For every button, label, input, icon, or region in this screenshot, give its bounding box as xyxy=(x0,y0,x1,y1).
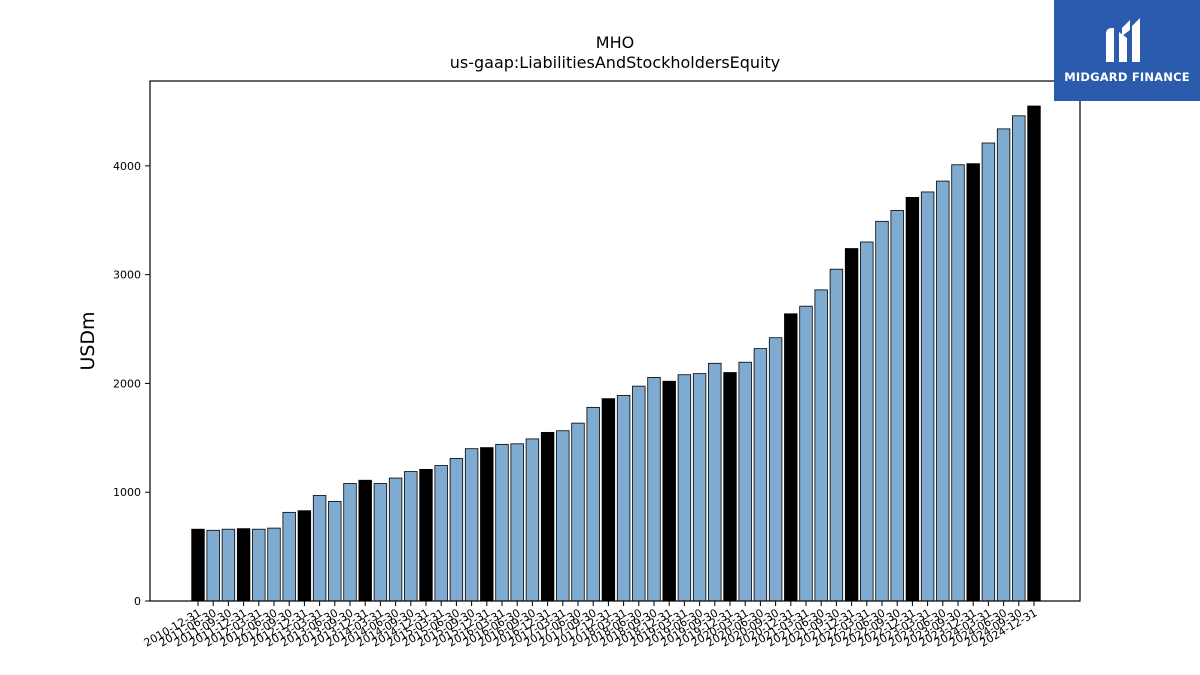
bar xyxy=(951,164,965,602)
bar xyxy=(556,430,570,602)
x-axis: 2010-12-312011-06-302011-09-302011-12-31… xyxy=(142,601,1040,650)
y-tick-label: 2000 xyxy=(113,377,141,390)
bar xyxy=(616,394,631,602)
bar xyxy=(875,220,889,602)
bar xyxy=(297,510,312,602)
bar xyxy=(586,406,600,602)
bar xyxy=(510,443,524,602)
bar xyxy=(480,447,494,602)
bar xyxy=(419,468,433,602)
bar xyxy=(1027,105,1041,602)
bar xyxy=(388,477,403,602)
midgard-logo-icon xyxy=(1106,18,1140,62)
bar xyxy=(221,528,236,602)
bar xyxy=(981,142,996,602)
bar xyxy=(404,471,418,602)
bar xyxy=(829,268,844,602)
bars-layer xyxy=(191,105,1041,602)
bar xyxy=(784,313,798,602)
bar xyxy=(236,528,251,602)
y-tick-label: 3000 xyxy=(113,269,141,282)
bar xyxy=(191,528,205,602)
bar xyxy=(206,529,220,602)
bar xyxy=(282,511,296,602)
bar xyxy=(312,495,327,602)
bar xyxy=(905,196,920,602)
plot-frame xyxy=(149,80,1081,602)
bar xyxy=(525,438,540,602)
bar xyxy=(571,422,585,602)
chart-title: MHO xyxy=(596,33,634,52)
bar xyxy=(601,398,616,602)
y-axis-label: USDm xyxy=(77,311,99,370)
bar xyxy=(267,527,281,602)
y-tick-label: 0 xyxy=(134,595,141,608)
bar xyxy=(768,337,783,602)
bar xyxy=(996,128,1011,602)
y-tick-label: 4000 xyxy=(113,160,141,173)
bar xyxy=(708,362,722,602)
bar xyxy=(449,458,464,602)
bar xyxy=(662,380,676,602)
bar xyxy=(677,374,692,602)
bar xyxy=(373,483,388,602)
bar xyxy=(343,483,357,602)
bar xyxy=(692,373,707,602)
bar xyxy=(920,191,935,602)
bar xyxy=(495,443,509,602)
midgard-finance-logo: MIDGARD FINANCE xyxy=(1054,0,1200,101)
bar xyxy=(723,372,737,602)
bar xyxy=(1012,115,1026,602)
bar xyxy=(464,448,479,602)
bar xyxy=(814,289,828,602)
bar xyxy=(252,528,266,602)
logo-text: MIDGARD FINANCE xyxy=(1064,70,1190,84)
bar xyxy=(328,501,342,602)
chart-subtitle: us-gaap:LiabilitiesAndStockholdersEquity xyxy=(450,53,781,72)
bar xyxy=(647,377,661,602)
y-tick-label: 1000 xyxy=(113,486,141,499)
bar xyxy=(844,248,859,602)
bar xyxy=(860,241,874,602)
bar xyxy=(738,361,752,602)
bar xyxy=(799,305,813,602)
y-axis: 0 1000 2000 3000 4000 xyxy=(113,160,150,608)
bar xyxy=(540,431,555,602)
bar xyxy=(966,163,980,602)
bar xyxy=(358,479,372,602)
bar xyxy=(753,348,768,602)
bar xyxy=(632,385,646,602)
bar xyxy=(434,465,448,602)
bar xyxy=(936,180,950,602)
bar xyxy=(890,210,904,602)
